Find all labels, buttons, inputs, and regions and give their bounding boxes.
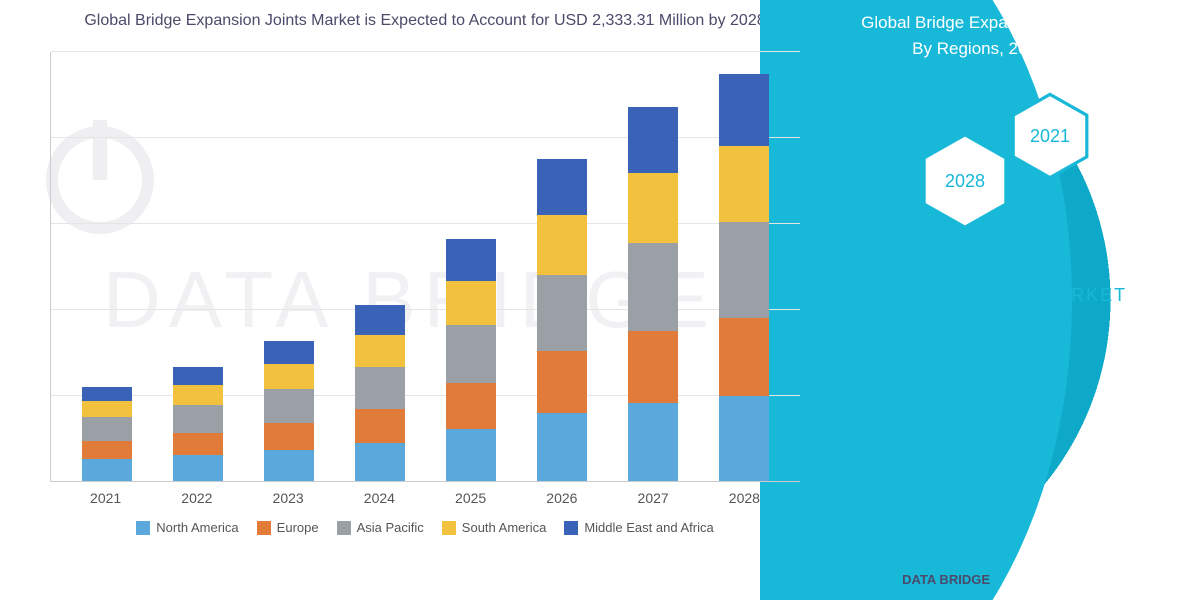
brand-line-2: RESEARCH	[850, 310, 1170, 339]
legend-label: Middle East and Africa	[584, 520, 713, 535]
side-panel: Global Bridge Expansion Joints Market, B…	[820, 0, 1200, 600]
bar-group	[628, 107, 678, 481]
bar-segment	[537, 275, 587, 351]
footer-logo-mark-icon	[868, 566, 894, 592]
bar-segment	[719, 222, 769, 318]
legend-label: Europe	[277, 520, 319, 535]
bar-group	[173, 367, 223, 481]
bar-group	[355, 305, 405, 481]
footer-logo-text: DATA BRIDGE	[902, 572, 990, 587]
bar-group	[446, 239, 496, 481]
bar-segment	[264, 423, 314, 450]
bar-segment	[446, 325, 496, 383]
legend-item: Middle East and Africa	[564, 520, 713, 535]
chart-area	[50, 52, 800, 482]
bar-group	[537, 159, 587, 481]
hex-badge-2028: 2028	[920, 131, 1010, 231]
x-axis-label: 2025	[446, 490, 496, 506]
legend-item: Asia Pacific	[337, 520, 424, 535]
bar-segment	[719, 74, 769, 146]
bar-segment	[82, 459, 132, 481]
bar-segment	[628, 173, 678, 243]
legend-swatch-icon	[442, 521, 456, 535]
x-axis-label: 2023	[263, 490, 313, 506]
bar-group	[264, 341, 314, 481]
legend-swatch-icon	[337, 521, 351, 535]
x-axis-label: 2021	[81, 490, 131, 506]
hex-year-1: 2021	[1030, 126, 1070, 147]
chart-title: Global Bridge Expansion Joints Market is…	[50, 10, 800, 32]
gridline	[51, 223, 800, 224]
legend-label: South America	[462, 520, 547, 535]
gridline	[51, 395, 800, 396]
bar-segment	[628, 243, 678, 331]
bar-segment	[264, 364, 314, 389]
gridline	[51, 137, 800, 138]
x-axis-labels: 20212022202320242025202620272028	[50, 482, 800, 506]
bar-segment	[628, 331, 678, 403]
gridline	[51, 309, 800, 310]
bar-segment	[173, 433, 223, 455]
x-axis-label: 2022	[172, 490, 222, 506]
bar-segment	[173, 367, 223, 385]
footer-logo: DATA BRIDGE	[868, 566, 990, 592]
hex-badge-2021: 2021	[1010, 91, 1090, 181]
bar-group	[82, 387, 132, 481]
side-panel-content: Global Bridge Expansion Joints Market, B…	[820, 0, 1200, 349]
bar-segment	[719, 396, 769, 481]
hex-badges: 2028 2021	[850, 91, 1170, 251]
bar-segment	[537, 159, 587, 215]
gridline	[51, 51, 800, 52]
bar-segment	[82, 387, 132, 401]
bar-segment	[355, 305, 405, 335]
bar-segment	[628, 107, 678, 173]
bar-segment	[264, 389, 314, 423]
legend-label: North America	[156, 520, 238, 535]
bar-segment	[446, 383, 496, 429]
bar-segment	[719, 146, 769, 222]
bar-segment	[719, 318, 769, 396]
legend-swatch-icon	[564, 521, 578, 535]
chart-legend: North America Europe Asia Pacific South Ame…	[50, 520, 800, 535]
bar-segment	[264, 341, 314, 364]
bar-segment	[537, 351, 587, 413]
x-axis-label: 2026	[537, 490, 587, 506]
bar-segment	[537, 215, 587, 275]
bar-segment	[446, 281, 496, 325]
legend-swatch-icon	[136, 521, 150, 535]
bar-segment	[537, 413, 587, 481]
bar-segment	[355, 409, 405, 443]
bar-segment	[446, 239, 496, 281]
bar-segment	[446, 429, 496, 481]
brand-line-1: DATA BRIDGE MARKET	[850, 281, 1170, 310]
bar-segment	[355, 367, 405, 409]
legend-label: Asia Pacific	[357, 520, 424, 535]
chart-panel: Global Bridge Expansion Joints Market is…	[0, 0, 820, 600]
main-container: Global Bridge Expansion Joints Market is…	[0, 0, 1200, 600]
bar-segment	[173, 455, 223, 481]
bar-segment	[355, 335, 405, 367]
bar-segment	[173, 405, 223, 433]
bar-segment	[264, 450, 314, 481]
legend-item: North America	[136, 520, 238, 535]
legend-item: Europe	[257, 520, 319, 535]
bar-segment	[82, 417, 132, 441]
x-axis-label: 2027	[628, 490, 678, 506]
bar-segment	[173, 385, 223, 405]
legend-swatch-icon	[257, 521, 271, 535]
x-axis-label: 2024	[354, 490, 404, 506]
bar-group	[719, 74, 769, 481]
legend-item: South America	[442, 520, 547, 535]
bar-segment	[82, 441, 132, 459]
bar-segment	[82, 401, 132, 417]
bar-segment	[628, 403, 678, 481]
side-panel-title: Global Bridge Expansion Joints Market, B…	[850, 10, 1170, 61]
bar-segment	[355, 443, 405, 481]
brand-text: DATA BRIDGE MARKET RESEARCH	[850, 281, 1170, 339]
hex-year-0: 2028	[945, 171, 985, 192]
